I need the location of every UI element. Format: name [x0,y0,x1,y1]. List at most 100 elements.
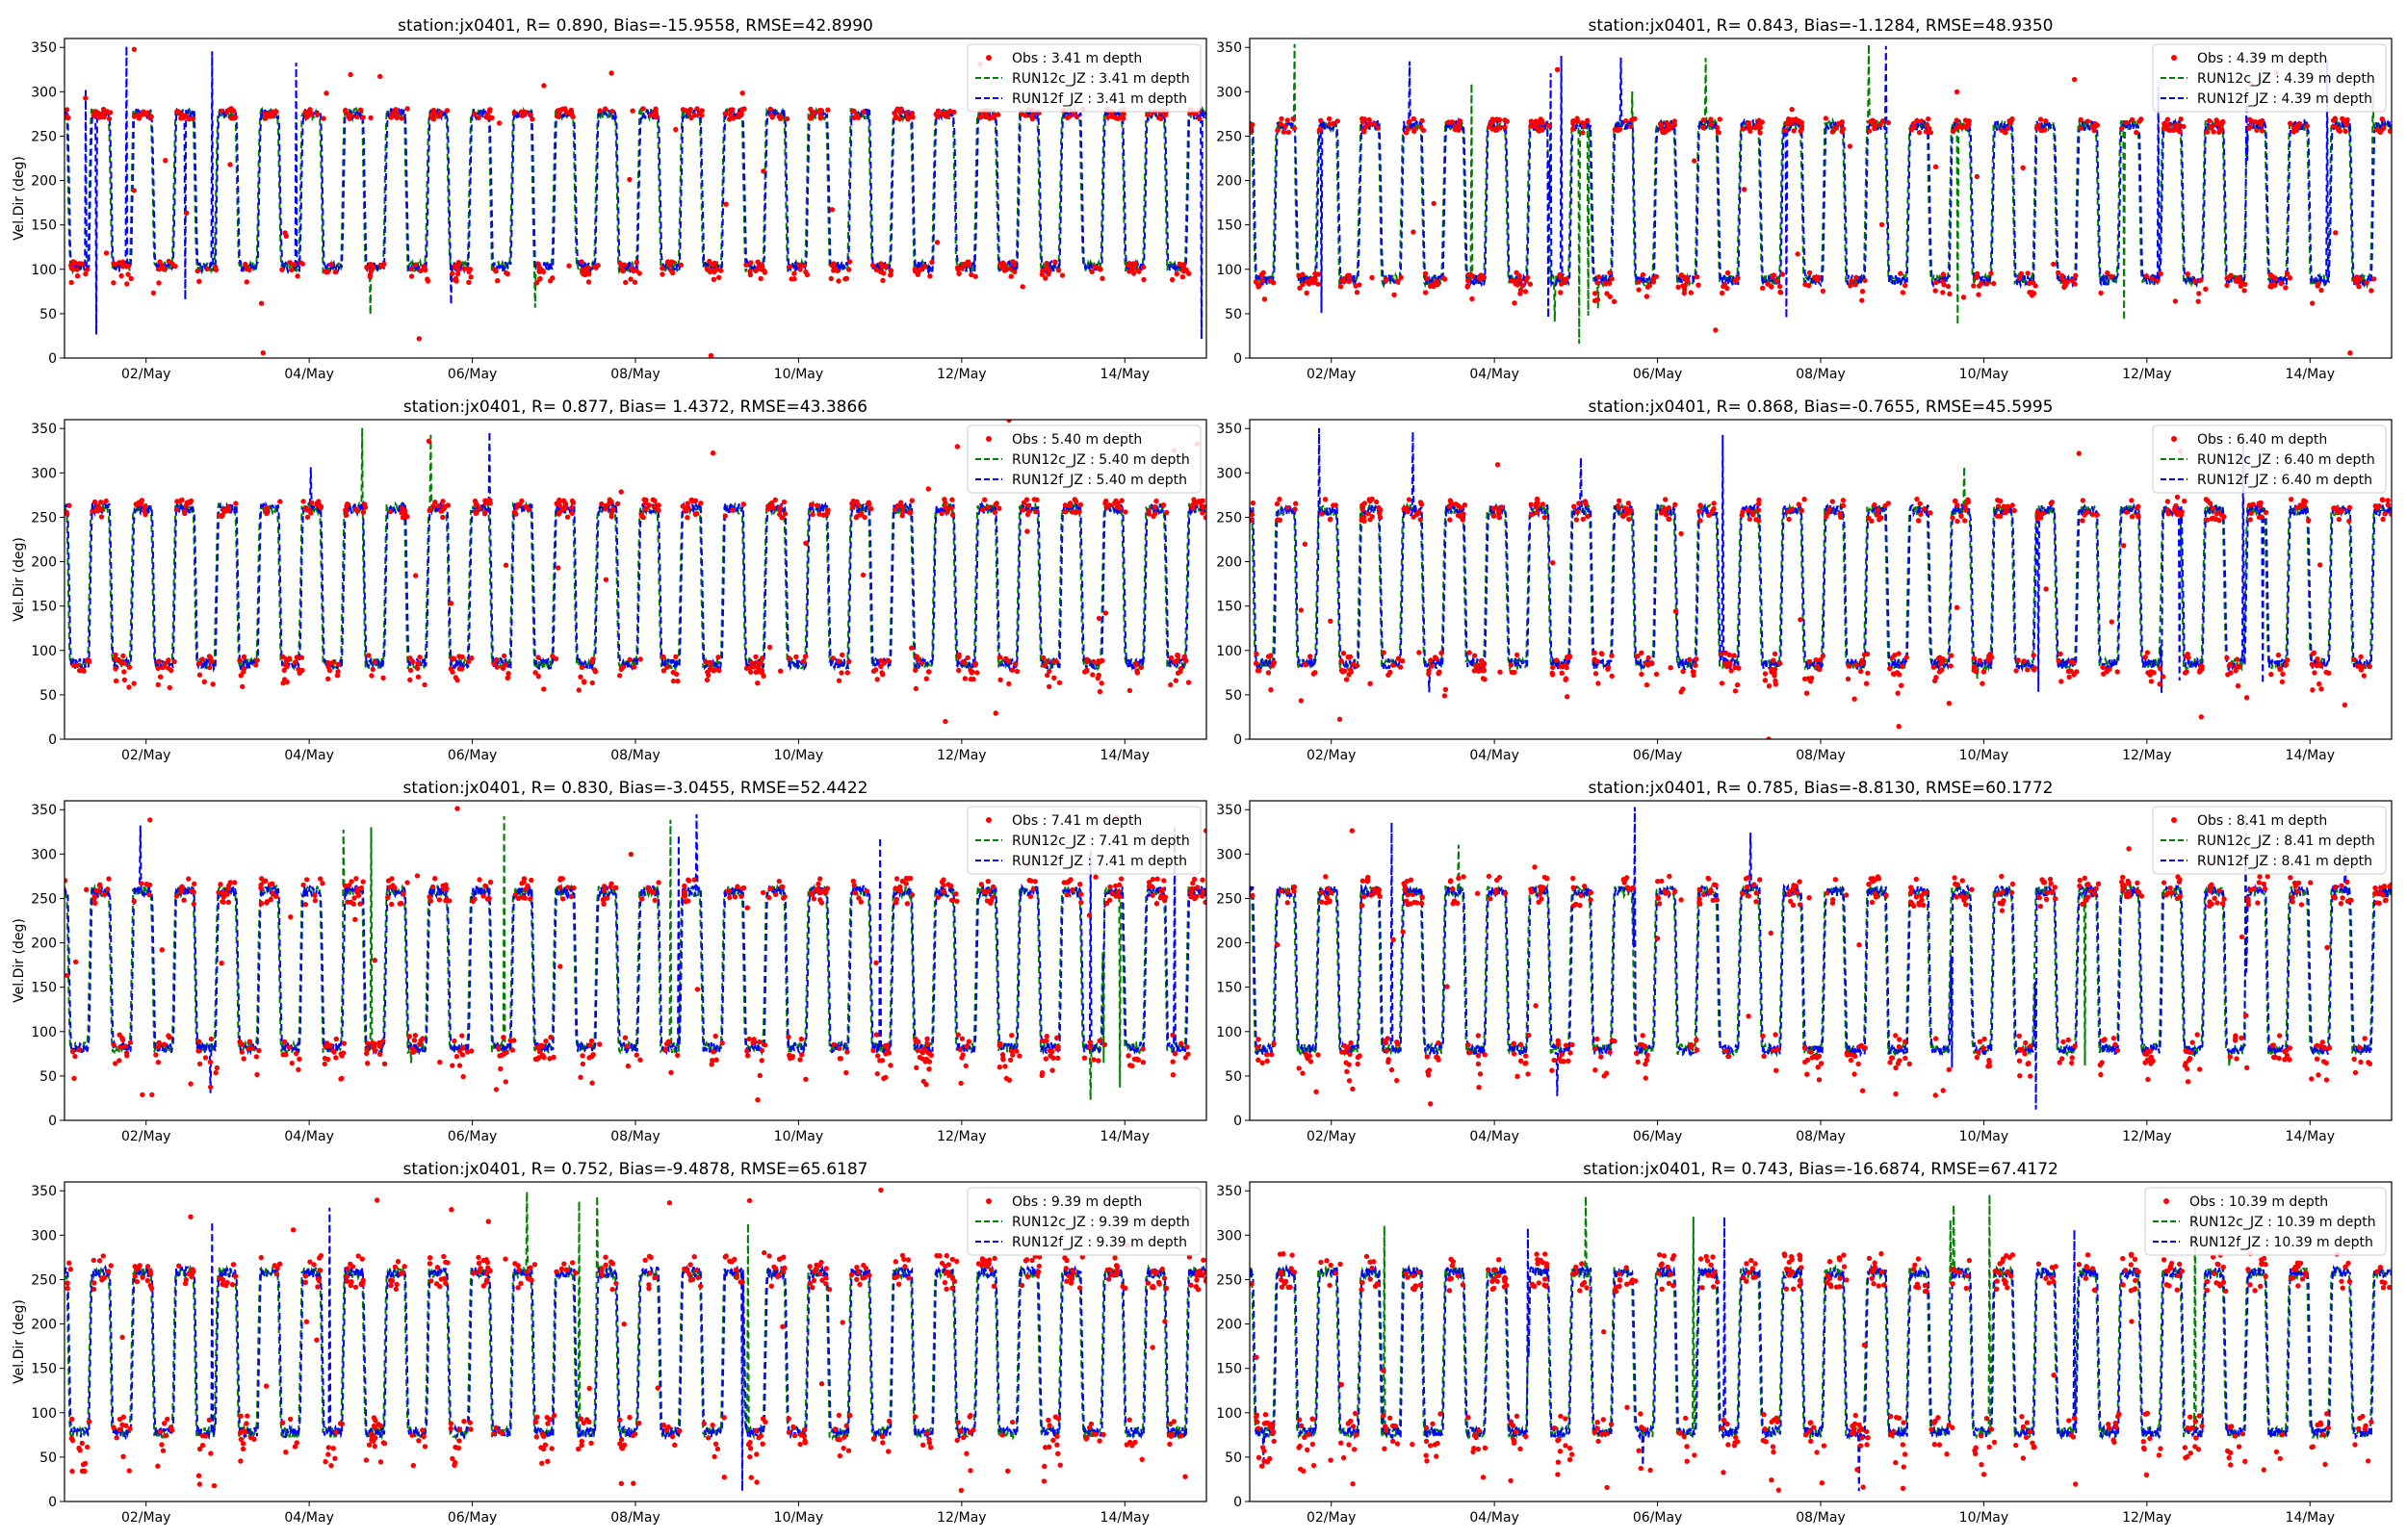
y-tick-label: 300 [1216,466,1242,481]
obs-point [823,1281,829,1287]
obs-point [1625,500,1632,506]
obs-point [1344,1068,1350,1075]
obs-point [1746,1014,1751,1019]
obs-point [1604,291,1610,296]
obs-point [1550,560,1556,566]
obs-point [1493,890,1499,896]
obs-point [1855,1061,1861,1067]
obs-point [733,1267,739,1272]
obs-point [1900,290,1906,295]
obs-point [127,1425,133,1432]
y-tick-label: 300 [31,466,57,481]
obs-point [1963,1285,1970,1292]
obs-point [2043,896,2050,903]
obs-point [1179,274,1186,280]
obs-point [1871,1281,1876,1287]
obs-point [1410,891,1416,897]
obs-point [1950,515,1955,521]
obs-point [2053,896,2058,902]
obs-point [2044,889,2051,895]
obs-point [1056,680,1063,685]
obs-point [2228,1462,2234,1468]
obs-point [153,1052,159,1058]
obs-point [727,111,734,117]
obs-point [1757,130,1763,136]
obs-point [749,659,755,666]
legend-marker-obs [2171,436,2177,442]
y-tick-label: 300 [1216,85,1242,100]
legend-marker-obs [2171,55,2177,61]
obs-point [1885,119,1892,126]
obs-point [1573,1264,1579,1270]
obs-point [1848,1057,1854,1064]
x-tick-label: 14/May [1100,1510,1150,1526]
obs-point [72,1053,78,1060]
obs-point [357,107,364,113]
obs-point [163,158,168,164]
obs-point [1436,671,1441,677]
obs-point [2156,1452,2162,1458]
y-tick-label: 50 [1225,1450,1242,1466]
obs-point [1185,680,1192,685]
obs-point [495,1044,502,1051]
obs-point [1271,1438,1277,1445]
obs-point [104,109,111,116]
obs-point [452,1038,457,1044]
panel-title: station:jx0401, R= 0.785, Bias=-8.8130, … [1589,779,2054,798]
obs-point [2080,498,2086,503]
obs-point [77,668,83,674]
obs-point [1006,680,1012,687]
obs-point [68,263,74,269]
obs-point [971,1426,976,1433]
obs-point [1791,1286,1797,1292]
obs-point [333,1055,339,1061]
obs-point [398,1270,404,1276]
obs-point [640,106,646,112]
obs-point [923,1056,930,1063]
obs-point [765,506,771,512]
obs-point [818,889,824,895]
obs-point [186,116,193,122]
obs-point [455,268,461,273]
obs-point [1881,1282,1887,1288]
obs-point [2220,1279,2227,1286]
obs-point [857,1281,863,1288]
obs-point [874,1070,880,1077]
obs-point [1552,1425,1558,1431]
obs-point [1893,1033,1899,1039]
obs-point [893,900,899,906]
obs-point [1152,510,1158,517]
obs-point [434,1265,441,1270]
obs-point [1808,1049,1814,1055]
obs-point [691,1254,697,1260]
obs-point [1115,500,1122,506]
obs-point [625,1063,632,1069]
obs-point [1954,502,1960,508]
obs-point [650,497,656,502]
obs-point [1001,262,1008,268]
obs-point [1636,279,1642,285]
obs-point [2189,1040,2195,1045]
obs-point [432,500,438,505]
obs-point [281,667,287,674]
obs-point [1617,1276,1623,1283]
obs-point [688,115,694,121]
obs-point [1372,1283,1379,1290]
obs-point [647,1270,653,1276]
obs-point [1595,680,1601,686]
obs-point [584,270,590,275]
obs-point [2133,1286,2138,1292]
obs-point [1582,499,1589,504]
obs-point [2239,1431,2246,1437]
obs-point [400,515,406,521]
obs-point [2163,892,2169,898]
obs-point [1890,671,1897,677]
obs-point [1517,287,1524,294]
obs-point [1442,686,1449,693]
obs-point [1808,1438,1814,1445]
obs-point [756,669,762,675]
y-tick-label: 250 [1216,129,1242,144]
obs-point [1620,513,1626,520]
obs-point [1570,885,1576,890]
obs-point [1360,514,1367,520]
